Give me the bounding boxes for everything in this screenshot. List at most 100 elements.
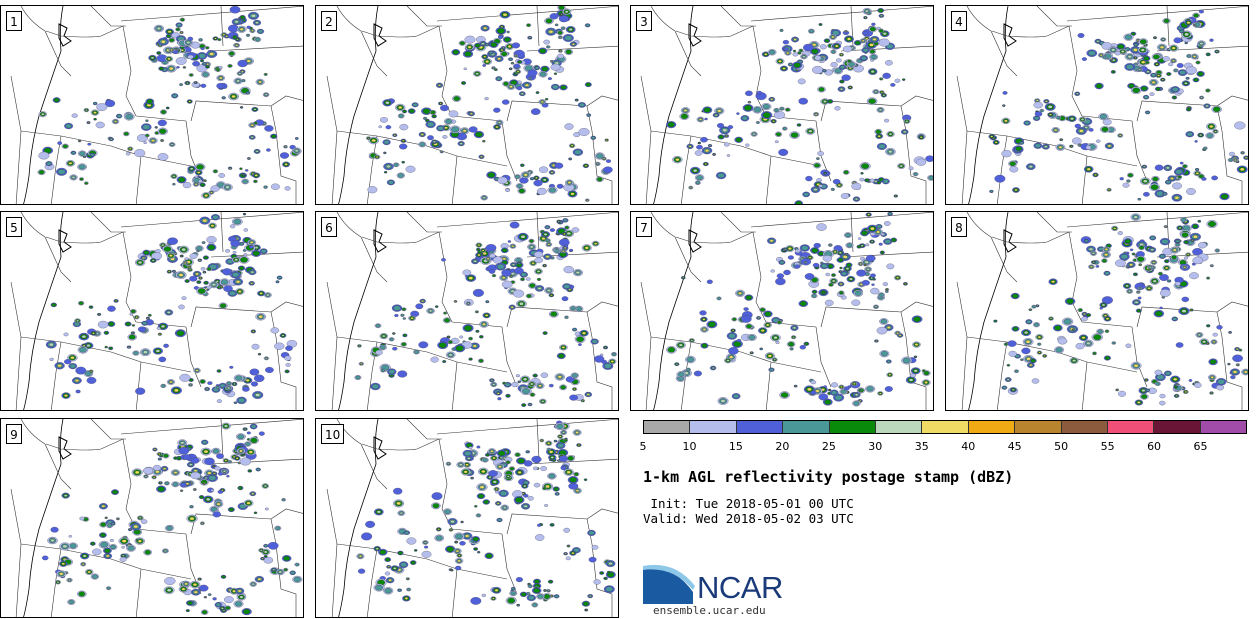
storm-cell	[129, 312, 134, 316]
storm-cell	[393, 305, 401, 311]
storm-cell	[189, 384, 192, 386]
storm-cell	[811, 294, 817, 298]
storm-cell	[476, 513, 481, 517]
storm-cell	[1208, 221, 1216, 227]
storm-cell	[1117, 44, 1125, 49]
storm-cell	[437, 125, 444, 131]
storm-cell	[1153, 54, 1160, 60]
storm-cell	[81, 335, 87, 339]
storm-cell	[1183, 266, 1187, 269]
storm-cell	[824, 39, 830, 43]
storm-cell	[811, 248, 819, 253]
state-border	[270, 301, 303, 313]
storm-cell	[545, 484, 550, 489]
storm-cell	[916, 158, 927, 166]
state-border	[650, 212, 702, 283]
storm-cell	[509, 85, 513, 89]
storm-cell	[233, 383, 236, 385]
storm-cell	[41, 112, 45, 116]
storm-cell	[1206, 324, 1210, 327]
storm-cell	[1007, 364, 1010, 367]
storm-cell	[472, 344, 477, 348]
storm-cell	[492, 456, 496, 460]
state-border	[406, 6, 442, 27]
storm-cell	[1192, 224, 1199, 229]
storm-cell	[135, 387, 146, 395]
storm-cell	[229, 167, 232, 169]
storm-cell	[418, 341, 429, 349]
storm-cell	[928, 175, 933, 180]
storm-cell	[490, 42, 497, 47]
state-border	[451, 361, 458, 410]
storm-cell	[1101, 296, 1113, 305]
state-border	[10, 488, 22, 617]
storm-cell	[179, 482, 187, 488]
storm-cell	[238, 486, 243, 490]
storm-cell	[135, 539, 139, 541]
storm-cell	[1137, 256, 1145, 262]
storm-cell	[176, 66, 180, 69]
storm-cell	[1086, 167, 1091, 171]
storm-cell	[762, 112, 771, 118]
storm-cell	[506, 460, 510, 464]
storm-cell	[84, 182, 88, 185]
storm-cell	[192, 60, 200, 67]
storm-cell	[1096, 40, 1100, 43]
storm-cell	[1029, 363, 1033, 367]
storm-cell	[200, 183, 205, 187]
storm-cell	[839, 87, 844, 91]
storm-cell	[831, 273, 836, 277]
reflectivity-map	[640, 6, 933, 204]
storm-cell	[224, 424, 228, 428]
storm-cell	[1178, 226, 1182, 229]
storm-cell	[46, 161, 52, 166]
storm-cell	[256, 468, 261, 471]
storm-cell	[192, 583, 198, 587]
ensemble-member-panel: 9	[0, 418, 304, 618]
storm-cell	[482, 458, 488, 462]
state-border	[50, 135, 62, 204]
storm-cell	[539, 48, 547, 54]
storm-cell	[846, 263, 852, 267]
storm-cell	[1181, 217, 1187, 222]
storm-cell	[1150, 184, 1159, 190]
storm-cell	[468, 126, 478, 133]
storm-cell	[248, 450, 253, 454]
storm-cell	[787, 247, 792, 251]
storm-cell	[98, 313, 100, 316]
storm-cell	[1239, 167, 1245, 172]
storm-cell	[511, 62, 514, 64]
storm-cell	[1209, 124, 1214, 129]
storm-cell	[501, 51, 508, 57]
state-border	[270, 95, 303, 107]
storm-cell	[586, 199, 589, 201]
storm-cell	[143, 467, 154, 475]
storm-cell	[68, 599, 75, 605]
storm-cell	[688, 145, 692, 148]
storm-cell	[285, 370, 289, 373]
storm-cell	[190, 457, 200, 464]
storm-cell	[756, 121, 760, 124]
storm-cell	[451, 126, 460, 133]
storm-cell	[1034, 143, 1042, 148]
storm-cell	[548, 383, 554, 388]
puget-sound	[58, 23, 72, 47]
storm-cell	[235, 280, 241, 284]
storm-cell	[812, 65, 824, 74]
storm-cell	[558, 6, 565, 10]
storm-cell	[295, 563, 299, 566]
storm-cell	[562, 250, 565, 253]
storm-cell	[514, 55, 517, 57]
storm-cell	[861, 230, 868, 236]
storm-cell	[240, 106, 243, 108]
state-border	[765, 155, 772, 204]
member-number-label: 4	[951, 11, 967, 31]
storm-cell	[237, 397, 246, 404]
storm-cell	[752, 132, 756, 136]
storm-cell	[505, 188, 510, 192]
storm-cell	[677, 372, 685, 377]
state-border	[720, 6, 756, 27]
storm-cell	[877, 135, 881, 138]
storm-cell	[93, 102, 97, 105]
member-number-label: 9	[6, 424, 22, 444]
